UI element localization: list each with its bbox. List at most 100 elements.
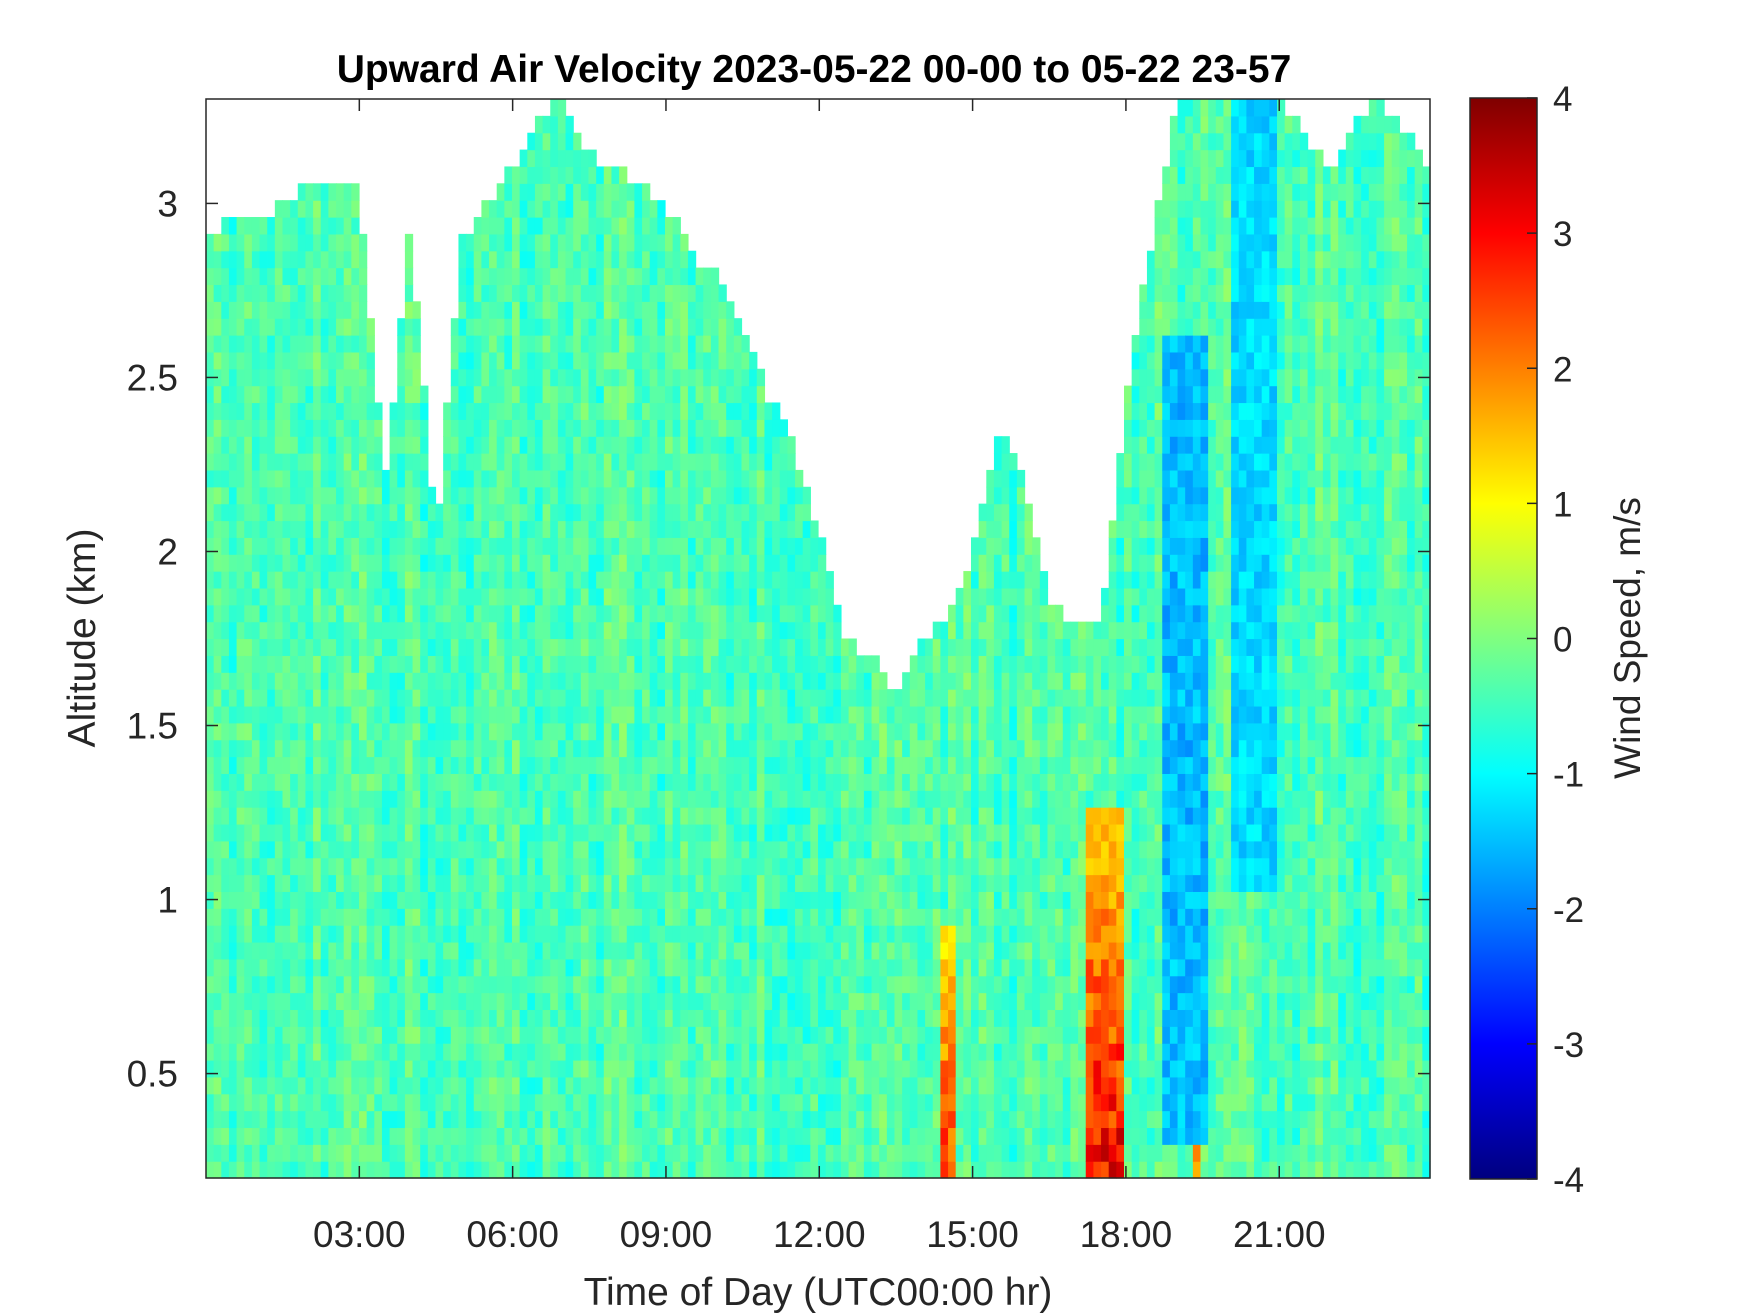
heatmap-cell <box>718 857 727 876</box>
heatmap-cell <box>565 621 574 640</box>
heatmap-cell <box>290 1059 299 1078</box>
heatmap-cell <box>894 941 903 960</box>
heatmap-cell <box>733 1110 743 1129</box>
heatmap-cell <box>274 807 284 825</box>
heatmap-cell <box>320 368 329 387</box>
heatmap-cell <box>206 1026 215 1044</box>
heatmap-cell <box>779 436 788 454</box>
heatmap-cell <box>795 469 804 488</box>
heatmap-cell <box>305 469 314 488</box>
heatmap-cell <box>320 183 329 201</box>
heatmap-cell <box>741 385 750 404</box>
heatmap-cell <box>871 773 880 791</box>
heatmap-cell <box>665 790 674 808</box>
heatmap-cell <box>328 351 337 370</box>
heatmap-cell <box>718 840 727 859</box>
heatmap-cell <box>795 655 804 673</box>
heatmap-cell <box>657 1009 666 1027</box>
heatmap-cell <box>213 587 222 606</box>
heatmap-cell <box>251 385 261 404</box>
heatmap-cell <box>343 1144 352 1162</box>
heatmap-cell <box>389 604 398 623</box>
heatmap-cell <box>642 638 651 656</box>
heatmap-cell <box>665 621 674 640</box>
heatmap-cell <box>795 689 804 707</box>
heatmap-cell <box>458 233 467 252</box>
heatmap-cell <box>366 554 375 572</box>
heatmap-cell <box>228 790 238 808</box>
heatmap-cell <box>772 1093 781 1112</box>
heatmap-cell <box>802 874 811 892</box>
heatmap-cell <box>404 857 414 876</box>
heatmap-cell <box>611 722 620 741</box>
heatmap-cell <box>236 503 245 522</box>
heatmap-cell <box>313 807 322 825</box>
heatmap-cell <box>251 672 261 690</box>
heatmap-cell <box>726 571 735 589</box>
heatmap-cell <box>626 756 635 774</box>
heatmap-cell <box>833 621 842 640</box>
heatmap-cell <box>695 925 704 943</box>
heatmap-cell <box>573 200 582 218</box>
heatmap-cell <box>397 1093 406 1112</box>
heatmap-cell <box>840 790 850 808</box>
heatmap-cell <box>213 941 222 960</box>
heatmap-cell <box>542 773 551 791</box>
heatmap-cell <box>642 722 651 741</box>
heatmap-cell <box>251 250 261 269</box>
heatmap-cell <box>626 267 635 286</box>
heatmap-cell <box>527 520 536 538</box>
heatmap-cell <box>657 267 666 286</box>
heatmap-cell <box>718 655 727 673</box>
heatmap-cell <box>611 992 620 1011</box>
heatmap-cell <box>550 368 559 387</box>
heatmap-cell <box>336 1043 345 1061</box>
heatmap-cell <box>749 874 758 892</box>
heatmap-cell <box>573 840 582 859</box>
heatmap-cell <box>458 638 467 656</box>
heatmap-cell <box>496 486 505 505</box>
heatmap-cell <box>290 941 299 960</box>
heatmap-cell <box>481 385 490 404</box>
heatmap-cell <box>603 807 613 825</box>
heatmap-cell <box>580 638 590 656</box>
heatmap-cell <box>565 975 574 994</box>
heatmap-cell <box>534 486 544 505</box>
heatmap-cell <box>649 722 658 741</box>
heatmap-cell <box>489 200 498 218</box>
heatmap-cell <box>527 301 536 319</box>
heatmap-cell <box>695 1161 704 1179</box>
heatmap-cell <box>741 739 750 758</box>
heatmap-cell <box>710 689 720 707</box>
heatmap-cell <box>840 1110 850 1129</box>
heatmap-cell <box>481 925 490 943</box>
heatmap-cell <box>741 469 750 488</box>
heatmap-cell <box>680 840 689 859</box>
heatmap-cell <box>833 722 842 741</box>
heatmap-cell <box>710 520 720 538</box>
heatmap-cell <box>573 604 582 623</box>
heatmap-cell <box>657 554 666 572</box>
heatmap-cell <box>603 975 613 994</box>
heatmap-cell <box>297 604 307 623</box>
heatmap-cell <box>649 284 658 302</box>
heatmap-cell <box>565 638 574 656</box>
heatmap-cell <box>489 486 498 505</box>
heatmap-cell <box>756 756 766 774</box>
heatmap-cell <box>726 722 735 741</box>
heatmap-cell <box>274 1076 284 1095</box>
heatmap-cell <box>512 250 521 269</box>
heatmap-cell <box>772 1144 781 1162</box>
heatmap-cell <box>313 368 322 387</box>
heatmap-cell <box>236 1093 245 1112</box>
heatmap-cell <box>527 925 536 943</box>
heatmap-cell <box>458 1127 467 1145</box>
heatmap-cell <box>473 823 482 842</box>
heatmap-cell <box>710 604 720 623</box>
heatmap-cell <box>840 773 850 791</box>
heatmap-cell <box>389 840 398 859</box>
heatmap-cell <box>504 722 513 741</box>
heatmap-cell <box>833 840 842 859</box>
heatmap-cell <box>642 992 651 1011</box>
heatmap-cell <box>749 638 758 656</box>
